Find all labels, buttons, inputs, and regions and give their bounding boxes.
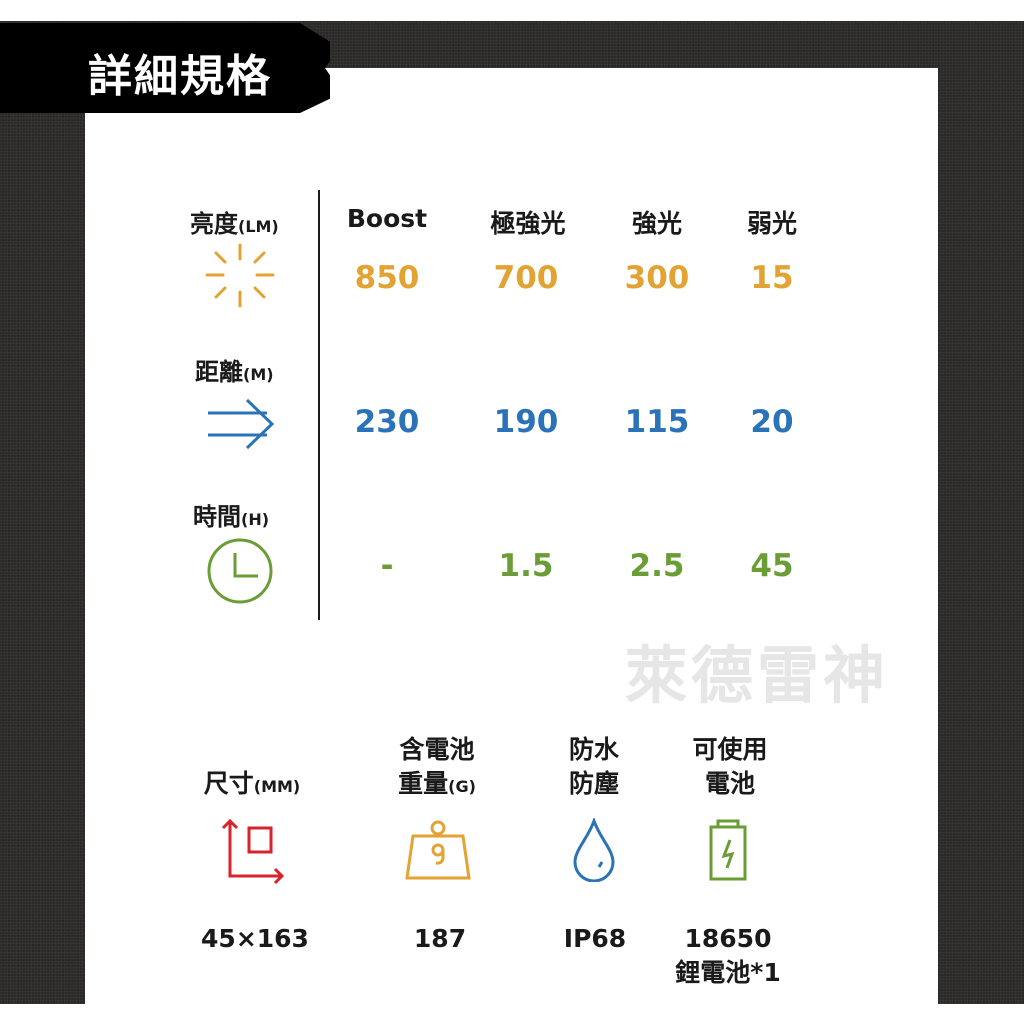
spec-value: IP68 (563, 924, 627, 953)
value: 45 (750, 548, 794, 584)
spec-panel (85, 68, 938, 1004)
spec-label: 防水 防塵 (568, 735, 619, 798)
column-header: 極強光 (490, 209, 566, 238)
divider (318, 190, 320, 620)
value: 700 (493, 260, 559, 296)
clock-icon (207, 538, 273, 604)
value: 300 (624, 260, 690, 296)
value: 20 (750, 404, 794, 440)
column-header: 弱光 (746, 209, 797, 238)
watermark: 萊德雷神 (625, 639, 890, 712)
weight-icon (405, 820, 471, 880)
row-label: 亮度(LM) (190, 210, 279, 238)
value: 15 (750, 260, 794, 296)
spec-value: 45×163 (201, 924, 309, 953)
value: 115 (624, 404, 690, 440)
value: 850 (354, 260, 420, 296)
value: 190 (493, 404, 559, 440)
row-label: 時間(H) (193, 503, 270, 531)
spec-label: 可使用 電池 (692, 735, 768, 798)
value: 2.5 (629, 548, 685, 584)
spec-value: 18650 鋰電池*1 (675, 924, 781, 987)
sun-icon (205, 243, 275, 308)
title-banner (0, 23, 330, 113)
column-header: 強光 (631, 209, 682, 238)
value: 1.5 (498, 548, 554, 584)
water-drop-icon (573, 818, 615, 882)
row-label: 距離(M) (195, 358, 274, 386)
page-title: 詳細規格 (88, 51, 272, 102)
double-arrow-icon (208, 398, 275, 450)
value: - (380, 548, 394, 584)
dimensions-icon (221, 818, 285, 884)
spec-label: 尺寸(MM) (203, 769, 301, 798)
battery-icon (709, 819, 747, 881)
spec-label: 含電池 重量(G) (398, 735, 476, 798)
value: 230 (354, 404, 420, 440)
spec-value: 187 (413, 924, 467, 953)
column-header: Boost (346, 204, 428, 233)
